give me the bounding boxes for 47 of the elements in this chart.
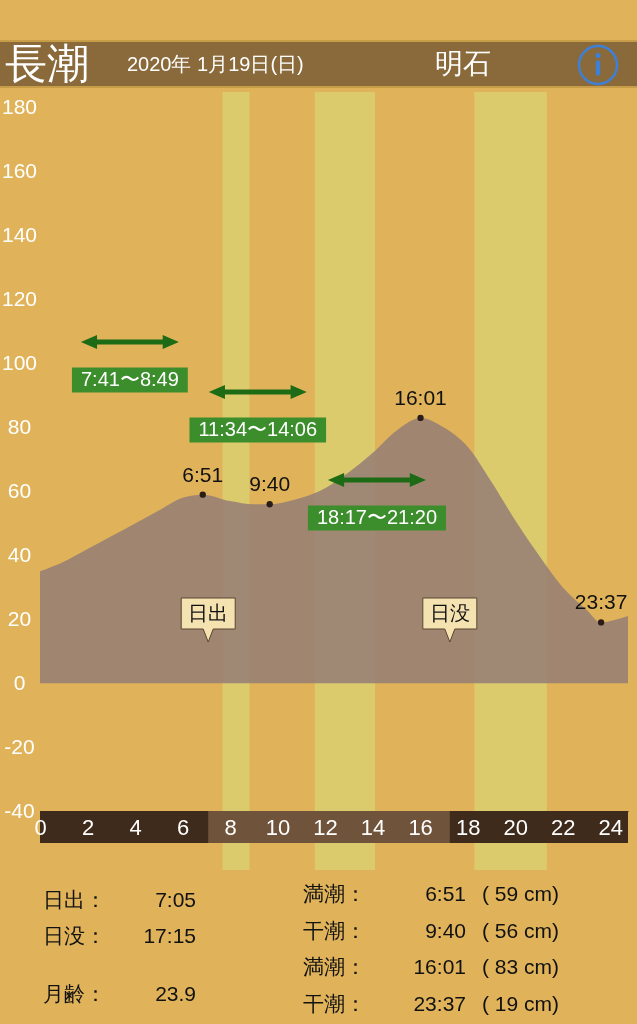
chart-title: 長潮 <box>5 40 89 87</box>
annotation: 23:37 <box>574 590 628 614</box>
y-tick-label: -40 <box>4 798 35 822</box>
text: 満潮： 16:01 ( 83 cm) <box>303 955 560 978</box>
text: 干潮： 9:40 ( 56 cm) <box>303 918 560 942</box>
point <box>266 501 273 508</box>
y-tick-label: 180 <box>1 95 38 119</box>
y-tick-label: -20 <box>4 734 35 758</box>
y-tick-label: 140 <box>1 223 38 247</box>
point <box>417 414 424 422</box>
y-tick-label: 80 <box>7 415 32 439</box>
y-tick-label: 60 <box>7 478 32 502</box>
y-tick-label: 20 <box>7 606 32 630</box>
point <box>199 491 206 498</box>
x-tick-label: 18 <box>455 814 481 840</box>
x-tick-label: 10 <box>265 814 291 840</box>
x-tick-label: 14 <box>360 814 386 840</box>
y-tick-label: 40 <box>7 542 32 566</box>
annotation: 16:01 <box>394 385 447 409</box>
y-tick-label: 120 <box>1 287 38 311</box>
x-tick-label: 6 <box>176 814 190 840</box>
text: 日没： 17:15 <box>43 924 196 947</box>
band-label: 11:34〜14:06 <box>198 418 318 440</box>
annotation: 日出 <box>188 601 229 624</box>
x-tick-label: 22 <box>550 814 576 840</box>
y-tick-label: 100 <box>1 351 38 375</box>
annotation: 9:40 <box>249 472 291 496</box>
text: 月齢： 23.9 <box>43 982 196 1005</box>
x-tick-label: 16 <box>408 814 433 840</box>
chart-subtitle: 2020年 1月19日(日) <box>127 52 304 77</box>
point <box>597 619 605 626</box>
annotation: 6:51 <box>182 462 224 486</box>
text: 明石 <box>435 47 491 81</box>
text: 満潮： 6:51 ( 59 cm) <box>303 882 560 905</box>
x-tick-label: 8 <box>224 814 237 840</box>
x-tick-label: 12 <box>313 814 338 840</box>
band-label: 7:41〜8:49 <box>80 368 179 390</box>
x-tick-label: 24 <box>598 814 623 840</box>
text: 干潮： 23:37 ( 19 cm) <box>303 991 560 1015</box>
band-label: 18:17〜21:20 <box>316 506 438 528</box>
x-tick-label: 4 <box>129 814 142 840</box>
y-tick-label: 0 <box>13 670 26 694</box>
text: 日出： 7:05 <box>43 888 196 911</box>
x-tick-label: 2 <box>81 814 95 840</box>
x-tick-label: 20 <box>503 814 528 840</box>
annotation: 日没 <box>429 601 470 624</box>
y-tick-label: 160 <box>1 159 38 183</box>
